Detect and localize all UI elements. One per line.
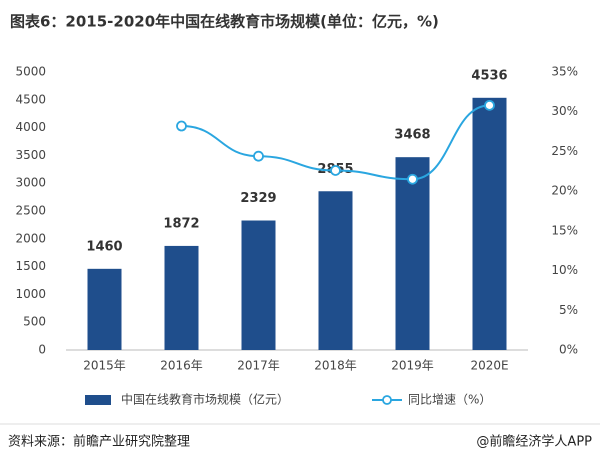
value-label: 1460 bbox=[86, 239, 122, 254]
line-point bbox=[176, 120, 187, 132]
line-point bbox=[407, 173, 418, 185]
y-tick-label: 500 bbox=[23, 315, 46, 329]
y-tick-label: 3500 bbox=[15, 148, 46, 162]
legend-swatch bbox=[85, 395, 111, 405]
chart-title: 图表6：2015-2020年中国在线教育市场规模(单位：亿元，%) bbox=[10, 13, 439, 31]
y-tick-label: 4500 bbox=[15, 92, 46, 106]
line-point bbox=[330, 165, 341, 176]
value-label: 1872 bbox=[163, 216, 199, 231]
x-tick-label: 2015年 bbox=[83, 359, 126, 373]
y-tick-label: 2500 bbox=[15, 204, 46, 218]
y2-tick-label: 20% bbox=[551, 184, 578, 198]
value-label: 2329 bbox=[240, 191, 276, 206]
y-tick-label: 5000 bbox=[15, 65, 46, 79]
x-tick-label: 2018年 bbox=[314, 359, 357, 373]
y-tick-label: 3000 bbox=[15, 176, 46, 190]
y-tick-label: 0 bbox=[38, 343, 46, 357]
source: 资料来源：前瞻产业研究院整理 bbox=[8, 434, 190, 450]
bar bbox=[164, 245, 199, 350]
y2-tick-label: 30% bbox=[551, 104, 578, 118]
line-point bbox=[484, 99, 495, 111]
legend-swatch bbox=[382, 395, 392, 405]
y-tick-label: 1000 bbox=[15, 287, 46, 301]
x-tick-label: 2020E bbox=[470, 359, 508, 373]
line-point bbox=[253, 150, 264, 162]
y2-tick-label: 25% bbox=[551, 144, 578, 158]
value-label: 3468 bbox=[394, 128, 430, 143]
y2-tick-label: 0% bbox=[559, 343, 578, 357]
y2-tick-label: 15% bbox=[551, 223, 578, 237]
x-tick-label: 2017年 bbox=[237, 359, 280, 373]
y2-tick-label: 35% bbox=[551, 65, 578, 79]
bar bbox=[472, 97, 507, 350]
y-tick-label: 1500 bbox=[15, 259, 46, 273]
bar bbox=[87, 268, 122, 350]
x-tick-label: 2019年 bbox=[391, 359, 434, 373]
bar bbox=[241, 220, 276, 350]
y2-tick-label: 5% bbox=[559, 303, 578, 317]
y2-tick-label: 10% bbox=[551, 263, 578, 277]
bar bbox=[395, 157, 430, 350]
x-tick-label: 2016年 bbox=[160, 359, 203, 373]
y-tick-label: 4000 bbox=[15, 120, 46, 134]
y-tick-label: 2000 bbox=[15, 231, 46, 245]
legend-label: 中国在线教育市场规模（亿元） bbox=[121, 392, 289, 407]
bar bbox=[318, 191, 353, 350]
legend-label: 同比增速（%） bbox=[408, 393, 491, 407]
credit: @前瞻经济学人APP bbox=[476, 434, 592, 450]
value-label: 4536 bbox=[471, 68, 507, 83]
